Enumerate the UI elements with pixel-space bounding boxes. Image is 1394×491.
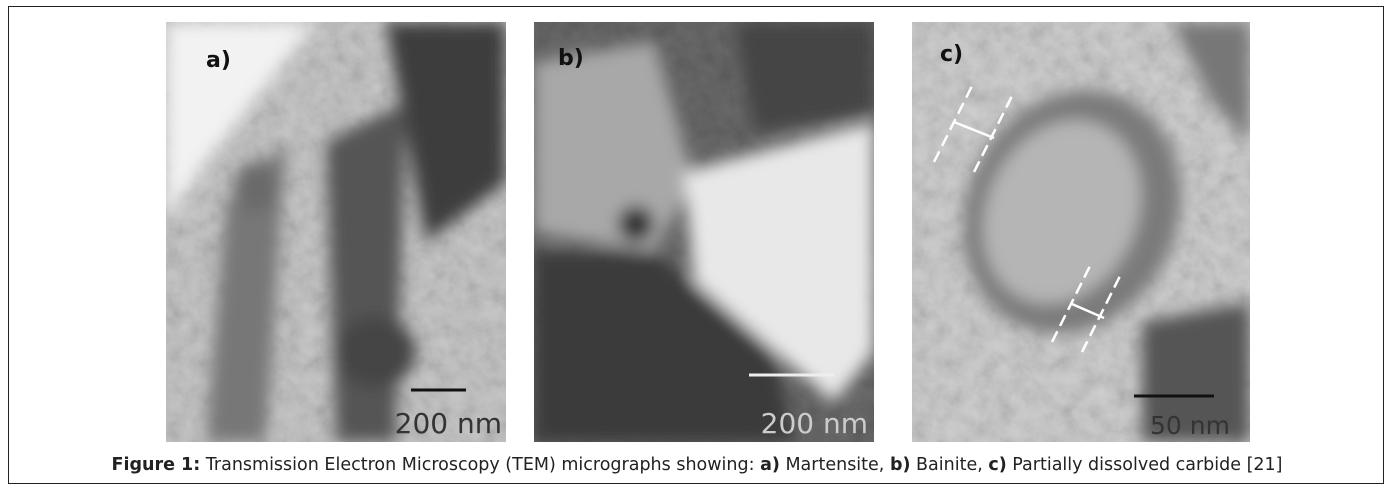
micrograph-panel: b) 200 nm [534, 22, 874, 442]
scale-bar-label: 200 nm [761, 407, 868, 440]
panel-label: a) [206, 48, 231, 73]
micrograph-panel: a) 200 nm [166, 22, 506, 442]
caption-text: Transmission Electron Microscopy (TEM) m… [200, 455, 760, 475]
panel-label: b) [558, 46, 584, 71]
scale-bar-label: 200 nm [395, 407, 502, 440]
caption-text: Partially dissolved carbide [21] [1007, 455, 1283, 475]
caption-bold-text: b) [890, 455, 911, 475]
panel-label: c) [940, 42, 963, 67]
micrograph-panel: c) 50 nm [912, 22, 1250, 442]
micrograph-image [912, 22, 1250, 442]
caption-text: Bainite, [910, 455, 988, 475]
scale-bar-label: 50 nm [1150, 411, 1230, 440]
caption-text: Martensite, [780, 455, 890, 475]
micrograph-image [534, 22, 874, 442]
page: a) 200 nm b) 200 nm c) 50 nm Figure 1: [0, 0, 1394, 491]
figure-caption: Figure 1: Transmission Electron Microsco… [0, 455, 1394, 475]
micrograph-image [166, 22, 506, 442]
caption-bold-text: Figure 1: [112, 455, 201, 475]
caption-bold-text: a) [760, 455, 780, 475]
caption-bold-text: c) [988, 455, 1006, 475]
